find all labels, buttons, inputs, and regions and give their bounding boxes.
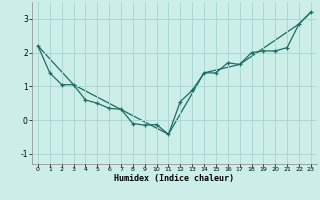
X-axis label: Humidex (Indice chaleur): Humidex (Indice chaleur) — [115, 174, 234, 183]
